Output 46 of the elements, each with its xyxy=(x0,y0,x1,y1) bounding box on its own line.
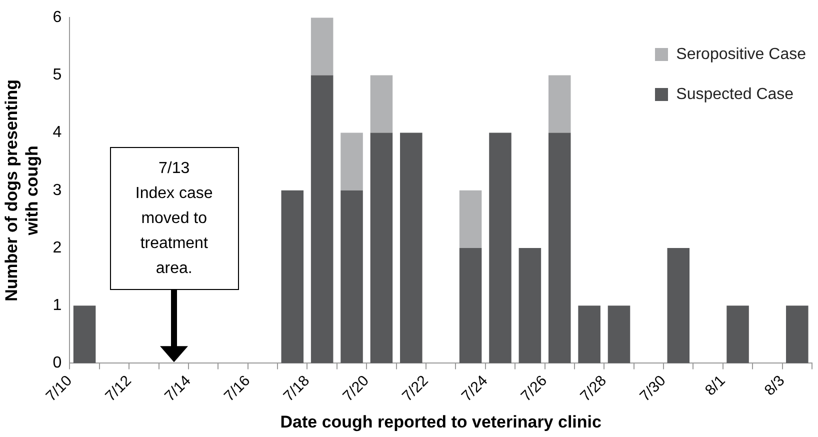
bar xyxy=(459,190,482,248)
x-tick-label: 7/16 xyxy=(220,372,254,405)
callout-box: 7/13 Index case moved to treatment area. xyxy=(110,147,239,290)
bar xyxy=(578,306,600,364)
x-tick-label: 7/28 xyxy=(577,372,610,405)
x-tick-label: 7/22 xyxy=(399,372,432,405)
y-axis-title: Number of dogs presenting with cough xyxy=(2,79,42,302)
bar xyxy=(310,75,334,364)
x-tick-label: 7/10 xyxy=(42,372,76,405)
y-tick-label: 6 xyxy=(52,9,62,26)
bar xyxy=(73,306,96,364)
x-tick-label: 8/1 xyxy=(702,372,729,400)
y-tick-label: 5 xyxy=(52,66,62,84)
bar xyxy=(489,132,512,364)
bar xyxy=(340,132,363,190)
x-tick-label: 7/18 xyxy=(280,372,313,405)
x-tick-label: 7/12 xyxy=(102,372,135,405)
y-tick-label: 4 xyxy=(52,124,62,142)
x-tick-label: 7/30 xyxy=(636,372,670,405)
x-axis-title: Date cough reported to veterinary clinic xyxy=(280,412,602,432)
bar xyxy=(281,190,304,364)
x-tick-label: 7/24 xyxy=(458,372,492,405)
annotation: 7/13 Index case moved to treatment area. xyxy=(134,159,214,280)
x-tick-label: 7/26 xyxy=(518,372,551,405)
bar xyxy=(726,306,749,364)
x-tick-label: 7/20 xyxy=(340,372,372,405)
bar xyxy=(400,132,422,364)
bar xyxy=(459,248,482,364)
bar xyxy=(608,306,630,364)
y-tick-label: 0 xyxy=(52,354,62,372)
x-tick-label: 7/14 xyxy=(162,372,194,405)
bar xyxy=(310,18,334,76)
bar xyxy=(548,132,571,364)
y-tick-label: 3 xyxy=(52,182,62,199)
legend-label: Suspected Case xyxy=(676,86,794,104)
bar xyxy=(518,248,542,364)
y-tick-label: 1 xyxy=(52,297,62,314)
bar xyxy=(548,75,571,133)
bar xyxy=(786,306,808,364)
bar xyxy=(340,190,363,364)
bar xyxy=(370,132,393,364)
x-tick-label: 8/3 xyxy=(761,372,788,400)
y-tick-label: 2 xyxy=(52,239,62,256)
bar xyxy=(370,75,393,133)
legend-label: Seropositive Case xyxy=(676,46,806,64)
bar xyxy=(667,248,690,364)
